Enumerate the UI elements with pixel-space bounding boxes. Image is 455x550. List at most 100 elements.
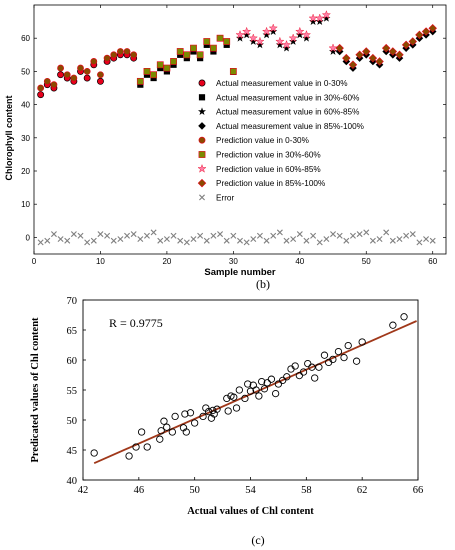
chart-b-point-s6 (328, 43, 338, 53)
chart-c-point (186, 409, 195, 417)
chart-c-point (315, 363, 323, 371)
chart-b-point-s5 (196, 51, 204, 59)
chart-b-point-s6 (275, 36, 285, 46)
chart-b-point-s8 (343, 237, 350, 244)
chart-b-point-s5 (143, 68, 151, 75)
chart-b-point-s2 (262, 30, 271, 39)
chart-b-point-s8 (124, 232, 131, 239)
chart-c-point (258, 377, 266, 386)
chart-c-y-tick-label: 65 (67, 326, 78, 337)
chart-c-annotation: R = 0.9775 (109, 316, 163, 330)
chart-c-point (230, 393, 238, 401)
chart-c-point (213, 405, 221, 413)
chart-b-point-s2 (315, 17, 324, 25)
chart-c-x-tick-label: 62 (357, 485, 368, 496)
chart-c-point (160, 417, 168, 425)
chart-b-legend-label: Error (216, 193, 234, 202)
chart-c-point (168, 428, 176, 436)
chart-c-point (90, 449, 98, 457)
chart-b-point-s8 (323, 236, 330, 243)
chart-b-point-s5 (210, 44, 217, 52)
chart-b-point-s8 (37, 239, 44, 246)
chart-c-point (143, 443, 151, 451)
chart-b-point-s6 (235, 30, 245, 39)
chart-c-point (132, 443, 140, 451)
chart-b-point-s5 (150, 71, 158, 79)
chart-b-legend-label: Actual measurement value in 60%-85% (216, 108, 359, 117)
chart-b-point-s8 (183, 239, 190, 246)
chart-b-x-tick-label: 0 (32, 257, 37, 266)
chart-b-point-s4 (77, 64, 84, 72)
chart-b-x-tick-label: 60 (428, 257, 437, 266)
chart-b-point-s5 (229, 68, 237, 75)
chart-c-x-axis-label: Actual values of Chl content (187, 506, 314, 517)
chart-b-point-s0 (57, 71, 65, 79)
chart-b-point-s2 (282, 43, 291, 52)
chart-b-point-s4 (123, 48, 131, 55)
chart-b-legend-label: Prediction value in 60%-85% (216, 165, 321, 174)
chart-b-point-s8 (77, 232, 84, 239)
chart-b-point-s0 (97, 77, 104, 85)
chart-c-point (209, 406, 217, 415)
chart-c-fit-line (93, 320, 417, 465)
chart-b-y-tick-label: 30 (21, 134, 30, 143)
chart-b-point-s2 (242, 30, 251, 39)
chart-b-point-s8 (290, 236, 297, 243)
chart-c-x-tick-label: 66 (413, 485, 424, 496)
chart-b-point-s8 (90, 237, 97, 244)
chart-b-point-s8 (356, 231, 363, 238)
chart-b-point-s8 (316, 239, 323, 246)
chart-b-plot-frame (33, 4, 447, 255)
chart-c-point (241, 394, 249, 403)
chart-b-point-s8 (310, 232, 317, 239)
chart-b-point-s5 (176, 48, 184, 55)
chart-b-point-s0 (83, 74, 91, 82)
chart-b-point-s6 (248, 33, 258, 43)
chart-c-y-tick-label: 45 (67, 446, 78, 457)
chart-c-point (320, 351, 329, 359)
chart-b-x-axis-label: Sample number (204, 267, 276, 278)
chart-b-point-s8 (349, 232, 356, 239)
chart-c-x-tick-label: 50 (189, 485, 200, 496)
chart-c-point (223, 394, 231, 403)
chart-b-point-s8 (243, 239, 250, 246)
chart-c-point (274, 380, 283, 388)
chart-b-point-s6 (315, 13, 325, 23)
chart-c-point (244, 380, 252, 388)
chart-c-point (389, 321, 397, 329)
chart-b-point-s5 (136, 77, 144, 85)
chart-b-point-s8 (336, 232, 343, 239)
chart-b-point-s2 (289, 37, 298, 45)
chart-b-point-s2 (302, 34, 311, 42)
chart-b-point-s8 (217, 231, 224, 238)
chart-c-point (235, 386, 243, 394)
chart-b-point-s8 (137, 236, 144, 243)
chart-b-point-s8 (223, 237, 230, 244)
chart-b-point-s7 (362, 47, 371, 56)
chart-b-point-s7 (348, 60, 358, 69)
chart-b-y-tick-label: 10 (21, 200, 30, 209)
chart-b-point-s8 (423, 236, 430, 243)
chart-b-point-s8 (330, 231, 337, 238)
chart-b-point-s8 (263, 237, 270, 244)
chart-c-point (199, 412, 207, 421)
chart-c-x-tick-label: 54 (245, 485, 256, 496)
chart-b-point-s8 (163, 236, 170, 243)
chart-c-point (171, 412, 179, 421)
chart-b-point-s8 (190, 236, 197, 243)
chart-c-point (358, 338, 366, 346)
chart-b-point-s8 (276, 229, 283, 236)
chart-b-point-s0 (37, 91, 45, 99)
chart-b-point-s8 (250, 236, 257, 243)
chart-b-point-s2 (236, 34, 244, 42)
chart-b-y-tick-label: 40 (21, 101, 30, 110)
chart-b-point-s8 (57, 236, 64, 243)
chart-c-point (137, 428, 146, 436)
chart-b-point-s6 (288, 33, 298, 43)
chart-b-point-s8 (64, 237, 71, 244)
chart-c-point (291, 362, 299, 370)
chart-b-point-s4 (103, 54, 111, 62)
chart-b-ticks: 0 10 20 30 40 50 60 0 10 20 30 40 50 60 (21, 5, 446, 266)
chart-b-legend-label: Actual measurement value in 85%-100% (216, 122, 364, 131)
